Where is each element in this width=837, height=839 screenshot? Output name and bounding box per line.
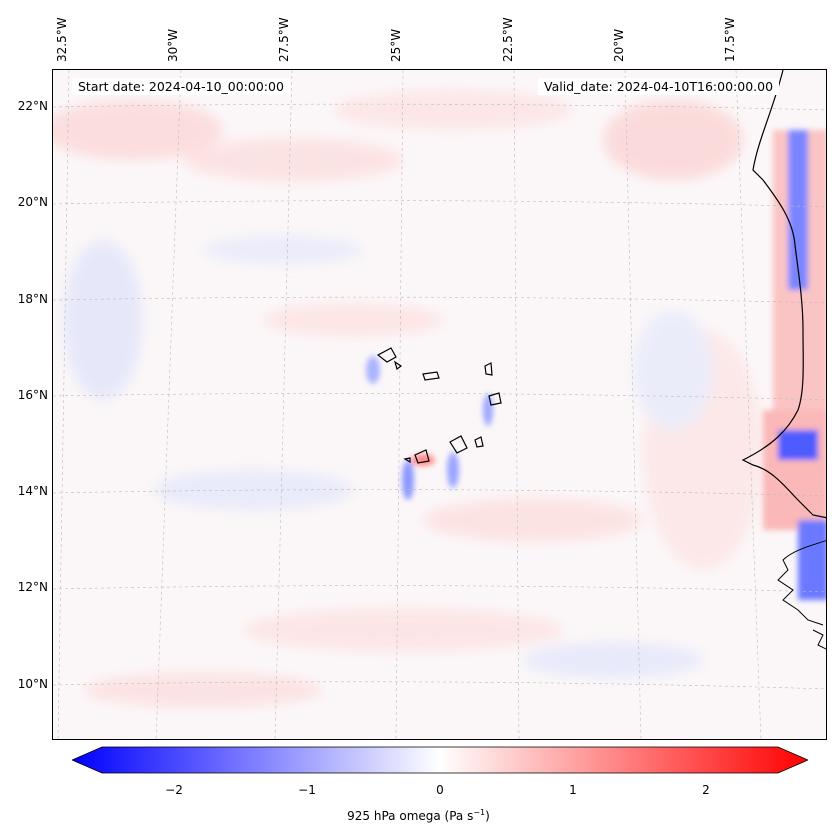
lat-label-12n: 12°N bbox=[17, 580, 48, 594]
lat-label-10n: 10°N bbox=[17, 677, 48, 691]
colorbar-tick-0: 0 bbox=[436, 783, 444, 797]
colorbar-tick-2: 2 bbox=[702, 783, 710, 797]
colorbar-label-prefix: 925 hPa omega (Pa s bbox=[347, 809, 474, 823]
lon-label-30w: 30°W bbox=[166, 28, 180, 62]
colorbar bbox=[72, 746, 808, 774]
colorbar-tick-neg1: −1 bbox=[298, 783, 316, 797]
lon-label-27.5w: 27.5°W bbox=[277, 17, 291, 62]
gridlines bbox=[53, 70, 826, 739]
valid-date-annotation: Valid_date: 2024-04-10T16:00:00.00 bbox=[538, 78, 780, 95]
start-date-annotation: Start date: 2024-04-10_00:00:00 bbox=[72, 78, 290, 95]
lon-label-17.5w: 17.5°W bbox=[723, 17, 737, 62]
colorbar-tick-neg2: −2 bbox=[165, 783, 183, 797]
omega-field-map bbox=[53, 70, 826, 739]
lat-label-18n: 18°N bbox=[17, 292, 48, 306]
lon-label-25w: 25°W bbox=[389, 28, 403, 62]
lat-label-16n: 16°N bbox=[17, 388, 48, 402]
colorbar-label-suffix: ) bbox=[485, 809, 490, 823]
colorbar-body bbox=[72, 746, 808, 774]
lon-label-20w: 20°W bbox=[612, 28, 626, 62]
colorbar-label: 925 hPa omega (Pa s−1) bbox=[0, 808, 837, 823]
coastline-south bbox=[777, 540, 826, 650]
lat-label-14n: 14°N bbox=[17, 484, 48, 498]
colorbar-tick-1: 1 bbox=[569, 783, 577, 797]
cape-verde-islands bbox=[376, 347, 502, 464]
lat-label-20n: 20°N bbox=[17, 195, 48, 209]
lat-label-22n: 22°N bbox=[17, 99, 48, 113]
african-coastline bbox=[741, 70, 826, 519]
field-pattern bbox=[53, 90, 763, 708]
colorbar-label-exponent: −1 bbox=[473, 808, 486, 817]
map-panel[interactable] bbox=[52, 69, 827, 740]
lon-label-22.5w: 22.5°W bbox=[501, 17, 515, 62]
coastal-features bbox=[366, 130, 826, 600]
lon-label-32.5w: 32.5°W bbox=[55, 17, 69, 62]
